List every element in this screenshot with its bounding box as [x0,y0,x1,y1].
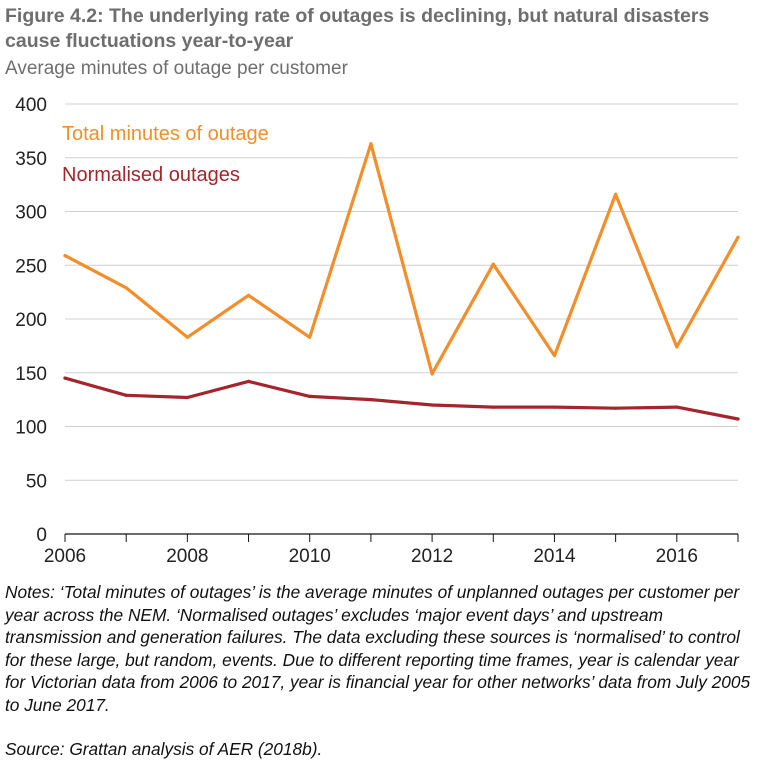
y-tick-label: 250 [15,256,47,277]
x-tick-label: 2012 [411,546,453,567]
data-point [614,406,618,410]
figure-subtitle: Average minutes of outage per customer [5,58,348,79]
line-chart: 0 50 100 150 200 250 300 350 400 2006 2008 2010 2012… [15,95,740,567]
series-line [63,376,740,421]
data-point [675,405,679,409]
data-point [552,405,557,409]
data-point [675,345,679,349]
x-tick-label: 2008 [166,546,208,567]
data-point [736,235,740,239]
data-point [430,403,434,407]
data-point [63,376,67,380]
figure-notes: Notes: ‘Total minutes of outages’ is the… [5,582,751,715]
figure-source: Source: Grattan analysis of AER (2018b). [5,739,323,759]
data-point [124,393,128,397]
data-point [185,335,189,339]
y-tick-label: 350 [15,149,47,170]
series-label: Total minutes of outage [62,123,269,145]
y-tick-label: 100 [15,418,47,439]
x-tick-label: 2016 [656,546,698,567]
data-point [246,379,251,383]
y-tick-label: 0 [36,525,47,546]
data-point [308,394,312,398]
data-point [736,417,740,421]
data-point [308,335,312,339]
x-tick-label: 2014 [533,546,576,567]
y-tick-label: 150 [15,364,47,385]
data-point [491,405,495,409]
data-point [63,253,67,258]
data-point [369,142,373,146]
x-tick-label: 2010 [289,546,331,567]
data-point [430,372,434,376]
data-point [124,286,128,290]
data-point [246,293,251,297]
data-point [552,353,557,358]
series-line [63,142,740,376]
figure-title: Figure 4.2: The underlying rate of outag… [5,5,710,52]
x-tick-label: 2006 [44,546,86,567]
y-tick-label: 200 [15,310,47,331]
y-tick-label: 400 [15,95,47,116]
data-point [491,262,495,266]
series-label: Normalised outages [62,164,240,186]
y-tick-label: 300 [15,203,47,224]
data-point [185,395,189,400]
data-point [614,192,618,196]
y-tick-label: 50 [26,471,47,492]
data-point [369,398,373,402]
